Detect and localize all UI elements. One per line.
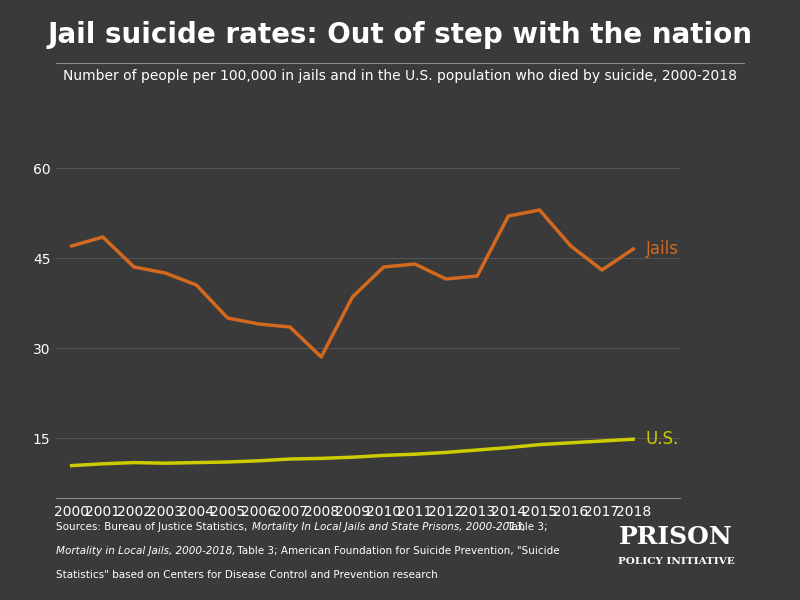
Text: Mortality in Local Jails, 2000-2018,: Mortality in Local Jails, 2000-2018,: [56, 546, 235, 556]
Text: U.S.: U.S.: [646, 430, 679, 448]
Text: POLICY INITIATIVE: POLICY INITIATIVE: [618, 557, 734, 565]
Text: Mortality In Local Jails and State Prisons, 2000-2013,: Mortality In Local Jails and State Priso…: [252, 522, 526, 532]
Text: Jail suicide rates: Out of step with the nation: Jail suicide rates: Out of step with the…: [47, 21, 753, 49]
Text: Table 3; American Foundation for Suicide Prevention, "Suicide: Table 3; American Foundation for Suicide…: [234, 546, 559, 556]
Text: Sources: Bureau of Justice Statistics,: Sources: Bureau of Justice Statistics,: [56, 522, 250, 532]
Text: Statistics" based on Centers for Disease Control and Prevention research: Statistics" based on Centers for Disease…: [56, 570, 438, 580]
Text: PRISON: PRISON: [619, 525, 733, 549]
Text: Jails: Jails: [646, 240, 678, 258]
Text: Number of people per 100,000 in jails and in the U.S. population who died by sui: Number of people per 100,000 in jails an…: [63, 69, 737, 83]
Text: Table 3;: Table 3;: [504, 522, 548, 532]
